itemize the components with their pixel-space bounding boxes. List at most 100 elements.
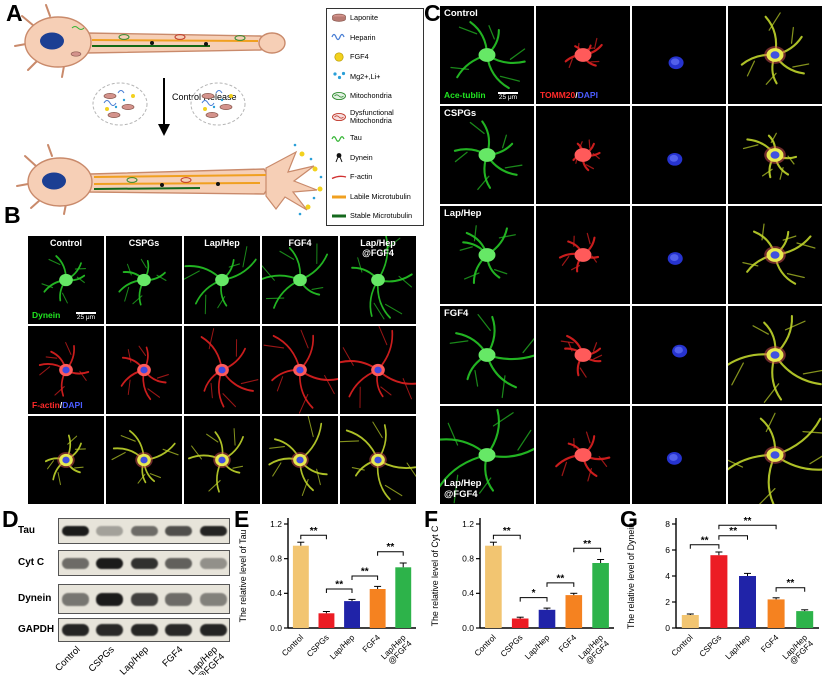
legend-label: Stable Microtubulin [350, 211, 413, 221]
growth-cone [265, 150, 318, 211]
channel-label: Ace-tublin [444, 90, 486, 101]
blot-band [130, 624, 158, 636]
panel-b-cell: CSPGs [106, 236, 182, 324]
blot-strip [58, 550, 230, 576]
merge-channel-image [268, 416, 328, 497]
legend-label: Mitochondria [350, 91, 392, 101]
svg-text:**: ** [335, 580, 343, 591]
legend-label: Labile Microtubulin [350, 191, 411, 201]
blot-band [62, 526, 89, 536]
panel-label-e: E [234, 506, 250, 532]
green-channel-image [351, 236, 413, 320]
fgf4-icon [331, 51, 347, 63]
svg-text:CSPGs: CSPGs [499, 633, 525, 659]
red-channel-image [263, 329, 338, 414]
svg-text:CSPGs: CSPGs [698, 633, 724, 659]
image-column-label: CSPGs [128, 238, 160, 248]
panel-b-cell [262, 326, 338, 414]
svg-text:1.2: 1.2 [270, 519, 282, 529]
merge-channel-image [742, 132, 798, 180]
scale-bar: 25 μm [76, 312, 96, 321]
labile-microtubulin-icon [331, 191, 347, 203]
green-channel-image [262, 243, 328, 309]
bar-chart-E: 0.0 0.4 0.8 1.2 The relative level of Tau Con… [238, 518, 416, 666]
panel-b-cell: F-actin/DAPI [28, 326, 104, 414]
green-channel-image [459, 225, 516, 285]
image-row-label: CSPGs [444, 108, 477, 119]
legend-label: F-actin [350, 172, 373, 182]
channel-label-part: DAPI [577, 90, 598, 101]
legend-item: Tau [331, 132, 421, 144]
heparin-icon [331, 31, 347, 43]
svg-text:Lap/Hep: Lap/Hep [328, 633, 357, 662]
legend-label: Heparin [350, 32, 376, 42]
dynein-icon [331, 152, 347, 164]
svg-text:FGF4: FGF4 [759, 633, 780, 654]
red-channel-image [564, 37, 603, 68]
blot-band [96, 592, 124, 606]
blot-band [199, 557, 227, 569]
panel-b-cell [340, 416, 416, 504]
svg-text:*: * [532, 588, 536, 599]
panel-c-cell [728, 306, 822, 404]
panel-c-cell: TOMM20/DAPI [536, 6, 630, 104]
panel-d-western-blots: Tau Cyt C Dynein GAPDH Control CSPGs Lap/Hep FG… [0, 508, 232, 675]
nucleus [40, 32, 64, 50]
panel-c-cell: Lap/Hep @FGF4 [440, 406, 534, 504]
image-row-label: Lap/Hep [444, 208, 482, 219]
panel-c-cell: Lap/Hep [440, 206, 534, 304]
channel-label: Dynein [32, 310, 61, 321]
legend-box: Laponite Heparin FGF4 Mg2+,Li+ Mitochondria D… [326, 8, 424, 226]
panel-b-cell: Control Dynein 25 μm [28, 236, 104, 324]
svg-text:0.0: 0.0 [270, 623, 282, 633]
channel-label: F-actin/DAPI [32, 400, 83, 411]
red-channel-image [38, 341, 90, 397]
image-row-label: FGF4 [444, 308, 469, 319]
legend-item: F-actin [331, 171, 421, 183]
panel-label-b: B [4, 202, 21, 228]
svg-text:**: ** [557, 573, 565, 584]
legend-label: Tau [350, 133, 362, 143]
image-column-label: Lap/Hep [204, 238, 240, 248]
svg-text:0.4: 0.4 [270, 588, 282, 598]
mitochondria-icon [331, 90, 347, 102]
panel-c-cell [536, 406, 630, 504]
panel-c-cell [728, 206, 822, 304]
legend-item: Stable Microtubulin [331, 210, 421, 222]
ions-icon [331, 70, 347, 82]
panel-b-cell: Lap/Hep @FGF4 [340, 236, 416, 324]
blot-band [165, 526, 193, 536]
legend-label: Dysfunctional Mitochondria [350, 108, 394, 125]
svg-text:Lap/Hep@FGF4: Lap/Hep@FGF4 [577, 633, 612, 668]
svg-text:0.8: 0.8 [270, 553, 282, 563]
legend-item: Mg2+,Li+ [331, 70, 421, 82]
blot-band [130, 557, 158, 569]
green-channel-image [449, 313, 534, 399]
f-actin-icon [331, 171, 347, 183]
svg-text:Lap/Hep@FGF4: Lap/Hep@FGF4 [781, 633, 816, 668]
mechanism-schematic: Control Release [14, 4, 323, 216]
hydrogel-left [92, 82, 148, 126]
red-channel-image [558, 232, 600, 273]
merge-channel-image [188, 428, 244, 493]
panel-b-cell [340, 326, 416, 414]
blot-band [62, 557, 89, 569]
blot-band [62, 592, 89, 606]
merge-channel-image [742, 223, 816, 285]
dapi-channel-image [672, 344, 688, 358]
svg-text:0: 0 [665, 623, 670, 633]
panel-c-cell: CSPGs [440, 106, 534, 204]
channel-label-part: DAPI [62, 400, 83, 411]
svg-text:The relative level of Cyt C: The relative level of Cyt C [430, 525, 440, 626]
svg-text:**: ** [387, 542, 395, 553]
svg-text:4: 4 [665, 571, 670, 581]
green-channel-image [450, 20, 526, 90]
dapi-channel-image [667, 252, 683, 265]
channel-label-part: Dynein [32, 310, 61, 321]
svg-text:Control: Control [280, 633, 305, 658]
panel-c-cell [632, 306, 726, 404]
blot-band [62, 624, 89, 636]
svg-text:FGF4: FGF4 [361, 633, 382, 654]
lane-label: Lap/Hep [117, 644, 152, 675]
